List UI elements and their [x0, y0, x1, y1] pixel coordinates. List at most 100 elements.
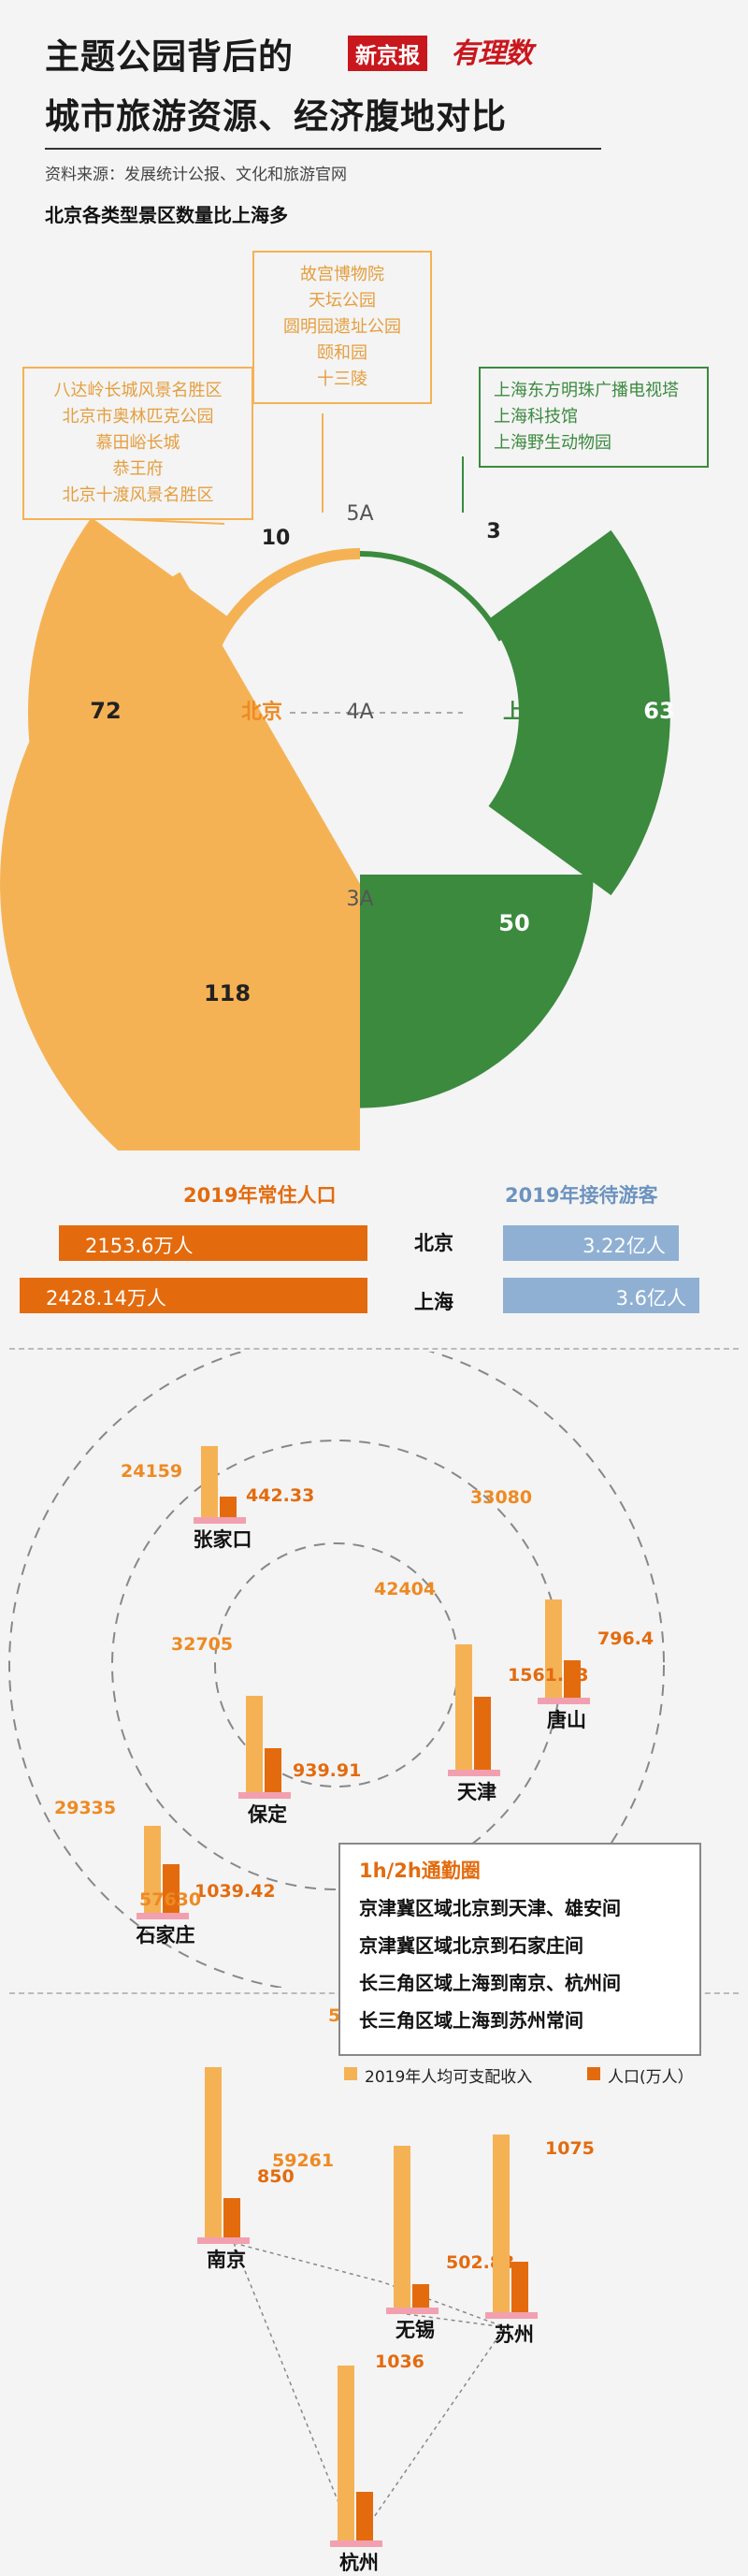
bar-base — [386, 2308, 439, 2314]
population-bar: 2153.6万人 — [59, 1225, 367, 1261]
population-value: 1561.83 — [508, 1665, 589, 1686]
tourists-header: 2019年接待游客 — [505, 1184, 658, 1207]
bar-base — [197, 2237, 250, 2244]
city-label: 南京 — [207, 2249, 246, 2271]
city-label: 苏州 — [495, 2323, 534, 2346]
value-3a-beijing: 118 — [204, 980, 251, 1006]
population-bar — [564, 1660, 581, 1698]
tourists-bar: 3.6亿人 — [503, 1278, 699, 1313]
title-divider — [45, 148, 601, 150]
bar-base — [448, 1770, 500, 1776]
city-label: 石家庄 — [136, 1924, 195, 1946]
population-value: 1036 — [375, 2352, 424, 2373]
income-bar — [493, 2135, 510, 2312]
legend-income-swatch — [344, 2067, 357, 2080]
city-label: 唐山 — [547, 1709, 586, 1731]
shanghai-5a-box: 上海东方明珠广播电视塔 上海科技馆 上海野生动物园 — [479, 367, 709, 468]
population-value: 1039.42 — [194, 1881, 276, 1902]
population-value: 850 — [257, 2165, 295, 2187]
legend-population-swatch — [587, 2067, 600, 2080]
income-bar — [338, 2365, 354, 2540]
income-bar — [201, 1445, 218, 1517]
value-5a-shanghai: 3 — [486, 520, 500, 543]
box-line: 天坛公园 — [309, 291, 376, 311]
box-line: 慕田峪长城 — [95, 433, 180, 453]
value-3a-shanghai: 50 — [498, 910, 529, 936]
population-bar — [220, 1496, 237, 1517]
tourists-bar: 3.22亿人 — [503, 1225, 679, 1261]
bar-base — [485, 2312, 538, 2319]
city-label: 张家口 — [193, 1528, 252, 1551]
income-value: 57630 — [139, 1889, 202, 1910]
tourists-bar-label: 3.22亿人 — [583, 1235, 666, 1257]
page-title-line1: 主题公园背后的 — [45, 36, 294, 77]
category-label-3a: 3A — [346, 888, 373, 911]
income-value: 32705 — [171, 1633, 234, 1655]
income-bar — [545, 1599, 562, 1698]
sector-3a-beijing — [0, 572, 360, 1151]
income-bar — [246, 1695, 263, 1792]
box-line: 故宫博物院 — [300, 265, 384, 284]
logo-brand: 新京报 — [348, 36, 427, 71]
population-bar — [474, 1697, 491, 1770]
box-line: 上海东方明珠广播电视塔 — [494, 381, 679, 400]
population-bar — [412, 2283, 429, 2308]
income-value: 29335 — [54, 1798, 117, 1819]
commute-title: 1h/2h通勤圈 — [359, 1860, 481, 1882]
commute-item: 长三角区域上海到南京、杭州间 — [359, 1972, 621, 1994]
yangtze-connectors — [233, 2242, 506, 2546]
legend-population-label: 人口(万人） — [608, 2068, 694, 2087]
population-bar — [265, 1748, 281, 1792]
box-line: 颐和园 — [317, 343, 367, 363]
beijing-label: 北京 — [241, 700, 282, 724]
income-bar — [394, 2145, 410, 2308]
shanghai-label: 上海 — [503, 700, 544, 724]
logo-column: 有理数 — [451, 37, 533, 70]
bar-base — [137, 1913, 189, 1919]
bar-base — [194, 1517, 246, 1524]
box-line: 北京十渡风景名胜区 — [62, 485, 214, 505]
value-4a-shanghai: 63 — [643, 698, 674, 724]
bar-base — [238, 1792, 291, 1799]
radial-chart: 5A 4A 3A 北京 上海 10 3 72 63 118 50 — [0, 413, 675, 1151]
population-bar — [511, 2262, 528, 2312]
sector-4a-shanghai — [488, 529, 670, 896]
population-bar — [356, 2492, 373, 2540]
box-line: 恭王府 — [112, 459, 164, 479]
population-bar: 2428.14万人 — [20, 1278, 367, 1313]
commute-item: 京津冀区域北京到天津、雄安间 — [359, 1897, 621, 1919]
beijing-5a-box-top: 故宫博物院 天坛公园 圆明园遗址公园 颐和园 十三陵 — [252, 251, 432, 404]
box-line: 上海野生动物园 — [494, 433, 611, 453]
population-bar-label: 2428.14万人 — [46, 1287, 166, 1310]
bar-city-label: 北京 — [414, 1232, 453, 1254]
population-value: 442.33 — [246, 1485, 315, 1506]
income-value: 59261 — [272, 2149, 335, 2171]
section1-subtitle: 北京各类型景区数量比上海多 — [45, 204, 288, 226]
box-line: 圆明园遗址公园 — [283, 317, 401, 337]
box-line: 上海科技馆 — [494, 407, 578, 427]
bar-base — [538, 1698, 590, 1704]
bar-base — [330, 2540, 382, 2547]
population-value: 1075 — [545, 2138, 595, 2160]
population-bar — [163, 1864, 180, 1913]
commute-item: 京津冀区域北京到石家庄间 — [359, 1934, 583, 1957]
arc-5a-beijing — [201, 548, 361, 673]
population-bar — [223, 2197, 240, 2237]
source-note: 资料来源：发展统计公报、文化和旅游官网 — [45, 166, 347, 184]
income-value: 24159 — [121, 1460, 183, 1482]
box-line: 八达岭长城风景名胜区 — [53, 381, 223, 400]
income-bar — [205, 2066, 222, 2237]
arc-5a-shanghai — [359, 551, 504, 642]
tourists-bar-label: 3.6亿人 — [615, 1287, 686, 1310]
box-line: 北京市奥林匹克公园 — [62, 407, 214, 427]
category-label-4a: 4A — [346, 701, 373, 724]
commute-item: 长三角区域上海到苏州常间 — [359, 2009, 583, 2032]
income-bar — [455, 1643, 472, 1770]
sector-3a-shanghai — [360, 875, 594, 1108]
city-label: 保定 — [248, 1803, 287, 1826]
income-value: 33080 — [470, 1487, 533, 1509]
box-line: 十三陵 — [317, 369, 367, 389]
page-title-line2: 城市旅游资源、经济腹地对比 — [45, 96, 507, 137]
population-bar-label: 2153.6万人 — [85, 1235, 194, 1257]
population-header: 2019年常住人口 — [183, 1184, 337, 1207]
